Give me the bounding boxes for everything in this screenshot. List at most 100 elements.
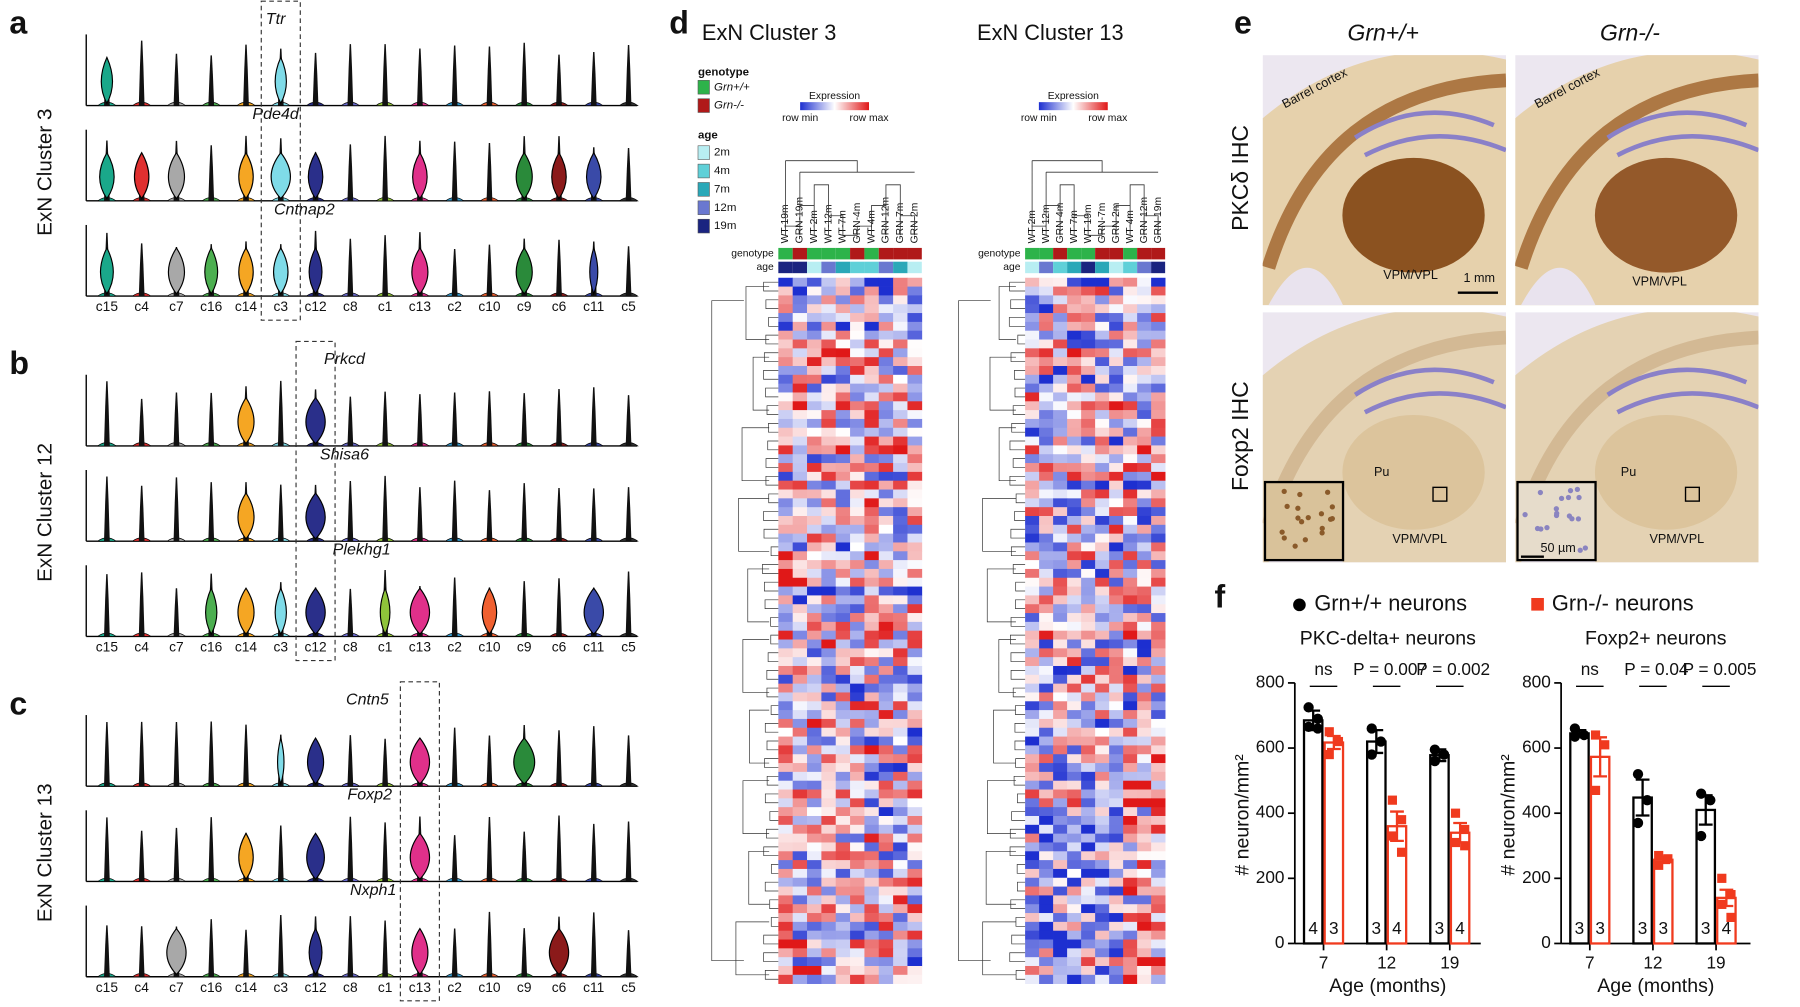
heatmap-cell (1039, 374, 1054, 384)
heatmap-cell (1039, 683, 1054, 693)
violin-body (306, 736, 325, 785)
heatmap-cell (778, 727, 794, 737)
heatmap-cell (1025, 877, 1040, 887)
heatmap-cell (1025, 357, 1040, 367)
heatmap-cell (864, 815, 880, 826)
heatmap-cell (835, 965, 851, 976)
heatmap-cell (1095, 498, 1110, 508)
heatmap-cell (778, 286, 794, 296)
heatmap-cell (1151, 745, 1166, 755)
heatmap-cell (878, 657, 894, 667)
heatmap-cell (1067, 277, 1082, 287)
heatmap-cell (1053, 939, 1068, 949)
heatmap-cell (850, 365, 865, 376)
heatmap-cell (778, 674, 794, 684)
heatmap-cell (835, 657, 851, 667)
heatmap-cell (878, 348, 894, 358)
heatmap-cell (835, 833, 851, 843)
heatmap-cell (878, 277, 894, 287)
thalamus (1342, 414, 1485, 530)
heatmap-cell (778, 630, 794, 640)
data-point (1396, 847, 1407, 857)
heatmap-cell (1025, 551, 1040, 561)
heatmap-cell (1137, 665, 1152, 676)
heatmap-cell (864, 542, 880, 552)
heatmap-cell (1151, 692, 1166, 702)
heatmap-cell (1067, 348, 1082, 358)
heatmap-cell (864, 507, 880, 517)
heatmap-cell (1025, 586, 1040, 596)
cluster-label: c11 (583, 640, 604, 655)
gene-name: Prkcd (324, 350, 366, 368)
heatmap-cell (792, 639, 808, 649)
colorbar-label: row max (850, 113, 890, 124)
violin-spike (208, 392, 215, 446)
heatmap-cell (1109, 842, 1124, 852)
panel-side-label: ExN Cluster 13 (34, 783, 57, 922)
heatmap-cell (1053, 410, 1068, 420)
heatmap-cell (893, 277, 908, 287)
violin-spike (521, 831, 528, 882)
heatmap-cell (792, 763, 808, 773)
heatmap-cell (893, 815, 908, 826)
heatmap-cell (1109, 613, 1124, 623)
cluster-label: c1 (378, 299, 393, 314)
heatmap-cell (807, 965, 822, 976)
heatmap-cell (1053, 639, 1068, 649)
heatmap-cell (1095, 313, 1110, 323)
heatmap-cell (907, 798, 923, 808)
violin-spike (104, 722, 110, 787)
heatmap-cell (1025, 701, 1040, 711)
heatmap-cell (864, 807, 880, 817)
heatmap-cell (1081, 321, 1096, 332)
x-axis-label: Age (months) (1597, 975, 1714, 997)
heatmap-cell (1123, 304, 1138, 314)
data-point (1387, 795, 1397, 805)
heatmap-cell (1067, 913, 1082, 923)
heatmap-cell (864, 515, 880, 526)
heatmap-cell (1123, 621, 1138, 632)
heatmap-cell (1053, 842, 1068, 852)
heatmap-cell (821, 710, 837, 720)
heatmap-cell (893, 304, 908, 314)
heatmap-cell (1137, 824, 1152, 834)
heatmap-cell (1123, 657, 1138, 667)
heatmap-cell (792, 418, 808, 429)
heatmap-cell (1151, 798, 1166, 808)
heatmap-cell (1137, 401, 1152, 411)
heatmap-cell (1137, 568, 1152, 579)
ihc-image (1515, 312, 1759, 563)
heatmap-cell (792, 595, 808, 605)
heatmap-cell (1137, 365, 1152, 376)
heatmap-cell (1053, 515, 1068, 526)
heatmap-cell (850, 745, 865, 755)
heatmap-cell (864, 577, 880, 587)
heatmap-cell (1053, 780, 1068, 790)
bar (1365, 740, 1387, 945)
heatmap-cell (1053, 648, 1068, 658)
heatmap-cell (1109, 921, 1124, 932)
heatmap-cell (1039, 657, 1054, 667)
heatmap-cell (850, 868, 865, 879)
heatmap-cell (1109, 674, 1124, 684)
heatmap-cell (1095, 365, 1110, 376)
heatmap-cell (1151, 904, 1166, 914)
panel-letter: e (1234, 5, 1252, 41)
inset-cell (1292, 543, 1298, 549)
heatmap-cell (878, 780, 894, 790)
heatmap-cell (1067, 710, 1082, 720)
heatmap-cell (1081, 701, 1096, 711)
heatmap-cell (850, 736, 865, 746)
heatmap-cell (1095, 904, 1110, 914)
cluster-label: c5 (621, 640, 636, 655)
heatmap-cell (1109, 833, 1124, 843)
violin-spike (347, 396, 354, 446)
heatmap-cell (907, 886, 923, 896)
heatmap-cell (1053, 577, 1068, 587)
heatmap-cell (1067, 824, 1082, 834)
heatmap-cell (1025, 533, 1040, 543)
heatmap-cell (1039, 692, 1054, 702)
heatmap-cell (878, 454, 894, 464)
heatmap-cell (1109, 886, 1124, 896)
heatmap-cell (1123, 727, 1138, 737)
